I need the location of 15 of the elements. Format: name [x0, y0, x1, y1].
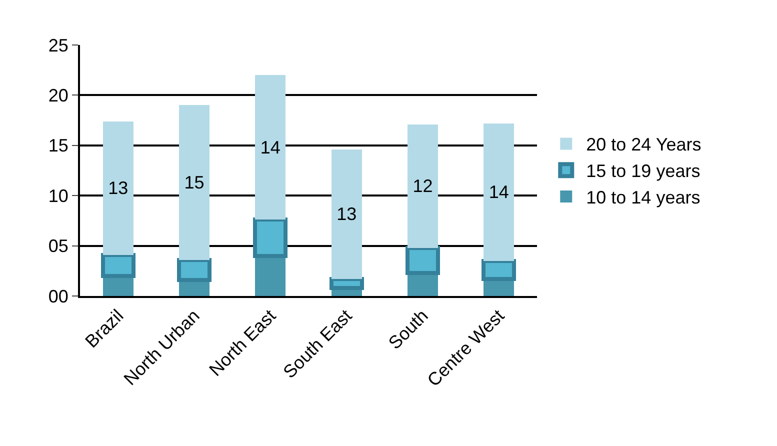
legend-label: 20 to 24 Years [586, 134, 702, 155]
data-label: 12 [412, 176, 433, 196]
data-label: 14 [260, 137, 280, 158]
data-label: 13 [336, 204, 357, 224]
y-tick-label: 20 [48, 86, 68, 106]
legend-label: 10 to 14 years [586, 188, 700, 208]
y-tick-label: 25 [48, 35, 68, 56]
data-label: 15 [184, 172, 204, 193]
y-tick-label: 10 [48, 186, 68, 206]
y-tick-label: 15 [48, 136, 68, 156]
y-tick-label: 05 [48, 236, 68, 256]
y-tick-label: 00 [48, 286, 68, 306]
data-label: 14 [488, 182, 509, 202]
legend-label: 15 to 19 years [586, 161, 700, 182]
data-label: 13 [108, 178, 128, 198]
